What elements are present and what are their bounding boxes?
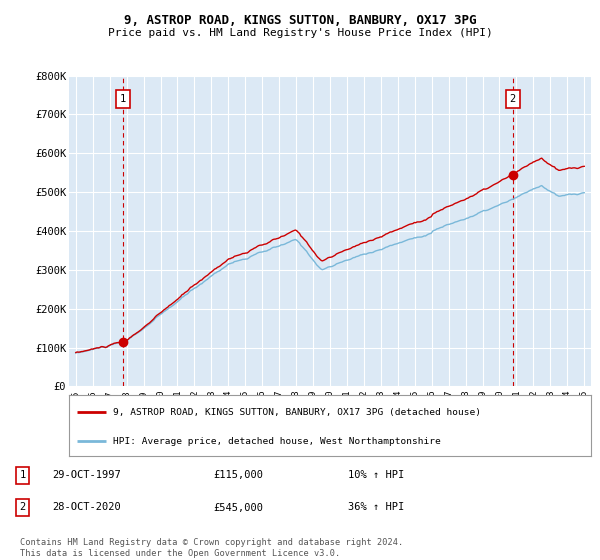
Text: Price paid vs. HM Land Registry's House Price Index (HPI): Price paid vs. HM Land Registry's House … — [107, 28, 493, 38]
Text: 28-OCT-2020: 28-OCT-2020 — [52, 502, 121, 512]
Text: 2: 2 — [510, 94, 516, 104]
Text: 1: 1 — [19, 470, 26, 480]
Text: HPI: Average price, detached house, West Northamptonshire: HPI: Average price, detached house, West… — [113, 436, 441, 446]
Text: Contains HM Land Registry data © Crown copyright and database right 2024.
This d: Contains HM Land Registry data © Crown c… — [20, 538, 403, 558]
Text: £545,000: £545,000 — [213, 502, 263, 512]
Text: 9, ASTROP ROAD, KINGS SUTTON, BANBURY, OX17 3PG: 9, ASTROP ROAD, KINGS SUTTON, BANBURY, O… — [124, 14, 476, 27]
Text: 36% ↑ HPI: 36% ↑ HPI — [348, 502, 404, 512]
Text: 1: 1 — [120, 94, 126, 104]
Text: 9, ASTROP ROAD, KINGS SUTTON, BANBURY, OX17 3PG (detached house): 9, ASTROP ROAD, KINGS SUTTON, BANBURY, O… — [113, 408, 481, 417]
Text: 10% ↑ HPI: 10% ↑ HPI — [348, 470, 404, 480]
Text: £115,000: £115,000 — [213, 470, 263, 480]
Text: 29-OCT-1997: 29-OCT-1997 — [52, 470, 121, 480]
Text: 2: 2 — [19, 502, 26, 512]
